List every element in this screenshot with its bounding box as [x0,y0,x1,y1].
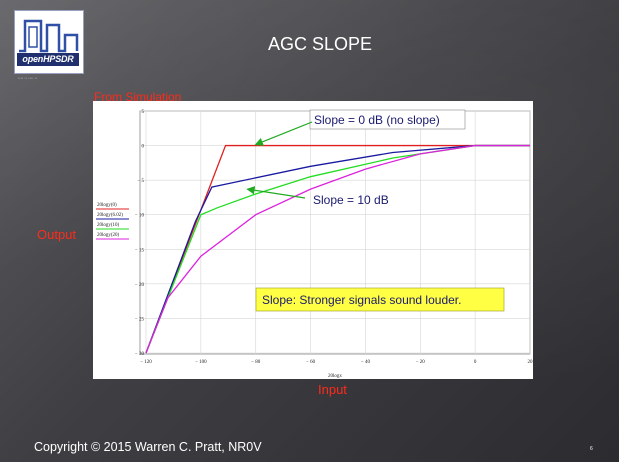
annotation-slope-0-text: Slope = 0 dB (no slope) [314,113,440,127]
input-label: Input [318,382,347,397]
x-tick-label: − 120 [140,360,152,365]
y-tick-label: 0 [142,145,145,150]
x-tick-label: − 80 [251,360,261,365]
x-tick-label: − 20 [416,360,426,365]
annotation-slope-10-text: Slope = 10 dB [313,193,389,207]
x-tick-label: 20 [528,360,534,365]
x-tick-label: − 100 [195,360,207,365]
logo-graphic [19,19,79,53]
tick-label-layer: − 120− 100− 80− 60− 40− 20 0 20− 30− 25− 2… [135,110,533,365]
legend-label-1: 20logy(6.02) [97,213,123,218]
y-tick-label: − 5 [137,179,144,184]
logo-word: openHPSDR [17,53,79,66]
y-tick-label: − 20 [135,283,145,288]
agc-slope-chart: − 120− 100− 80− 60− 40− 20 0 20− 30− 25− 2… [93,101,533,379]
slide-number: 6 [590,446,593,452]
y-tick-label: − 10 [135,214,145,219]
series-line-1 [145,144,530,354]
annotation-slope-10-arrow [246,186,306,199]
y-tick-label: − 25 [135,317,145,322]
y-tick-label: − 30 [135,352,145,357]
x-axis-label: 20logx [328,374,342,379]
logo-subtext: •••• •• •••• •• [18,76,38,80]
y-tick-label: − 15 [135,248,145,253]
output-label: Output [37,227,77,242]
legend-label-0: 20logy(0) [97,203,117,208]
openhpsdr-logo: openHPSDR [14,10,84,74]
legend-label-2: 20logy(10) [97,223,120,228]
chart-svg: − 120− 100− 80− 60− 40− 20 0 20− 30− 25− 2… [96,109,533,379]
annotation-stronger-text: Slope: Stronger signals sound louder. [262,293,461,307]
grid-layer [140,110,531,354]
annotation-slope-10: Slope = 10 dB [246,186,389,207]
annotation-stronger: Slope: Stronger signals sound louder. [255,287,505,312]
legend-label-3: 20logy(20) [97,233,120,238]
x-tick-label: 0 [474,360,477,365]
plot-frame [139,110,531,355]
slide-title: AGC SLOPE [267,34,373,54]
y-tick-label: 5 [142,110,145,115]
annotation-slope-0: Slope = 0 dB (no slope) [254,109,466,146]
annotation-stronger-box [255,287,505,312]
annotation-slope-0-box [309,109,466,130]
copyright-footer: Copyright © 2015 Warren C. Pratt, NR0V [34,440,262,454]
series-layer [145,144,530,354]
x-tick-label: − 60 [306,360,316,365]
annotation-slope-0-arrow [254,121,313,146]
x-tick-label: − 40 [361,360,371,365]
from-simulation-label: From Simulation [94,90,182,104]
legend: 20logy(0) 20logy(6.02) 20logy(10) 20logy… [96,203,129,240]
series-line-3 [145,144,530,354]
